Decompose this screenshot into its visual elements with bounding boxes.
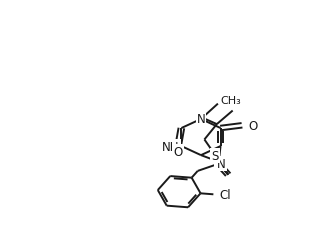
Text: N: N xyxy=(215,157,224,170)
Text: Cl: Cl xyxy=(219,188,231,201)
Text: S: S xyxy=(211,149,219,162)
Text: CH₃: CH₃ xyxy=(221,96,241,106)
Text: N: N xyxy=(197,113,205,126)
Text: O: O xyxy=(173,145,183,158)
Text: NH: NH xyxy=(162,140,180,153)
Text: N: N xyxy=(217,158,226,170)
Text: O: O xyxy=(248,119,257,132)
